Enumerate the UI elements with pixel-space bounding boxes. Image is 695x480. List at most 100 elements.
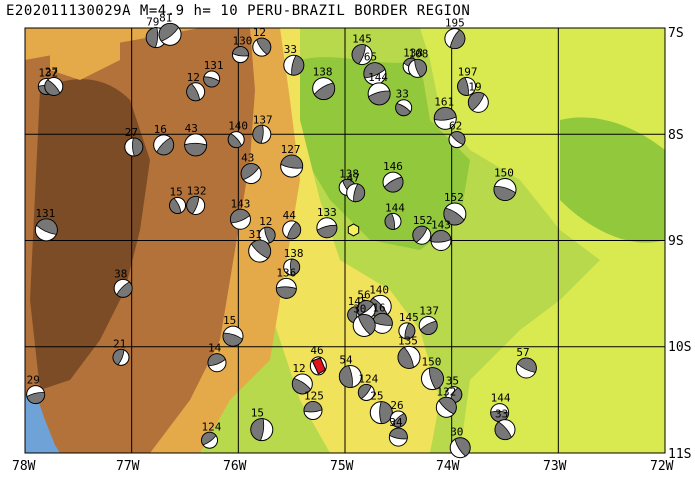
focal-mechanism <box>444 28 466 50</box>
event-label: 132 <box>38 66 58 79</box>
beachball-compression-quadrant <box>363 62 386 79</box>
event-label: 152 <box>444 191 464 204</box>
beachball-compression-quadrant <box>494 421 512 440</box>
event-label: 144 <box>385 201 405 214</box>
beachball-compression-quadrant <box>186 83 201 102</box>
focal-mechanism <box>467 91 489 113</box>
event-label: 161 <box>434 95 454 108</box>
focal-mechanism <box>494 419 516 441</box>
focal-mechanism <box>280 154 304 178</box>
x-tick-label: 73W <box>543 459 567 474</box>
event-label: 43 <box>241 152 254 165</box>
event-label: 144 <box>491 392 511 405</box>
event-label: 138 <box>284 247 304 260</box>
event-label: 27 <box>125 126 138 139</box>
focal-mechanism <box>250 418 274 442</box>
focal-mechanism <box>44 76 64 96</box>
focal-mechanism <box>430 230 452 251</box>
focal-mechanism <box>34 218 58 242</box>
focal-mechanism <box>338 365 362 388</box>
focal-mechanism <box>312 77 336 101</box>
beachball-compression-quadrant <box>389 427 408 440</box>
event-label: 15 <box>170 185 183 198</box>
beachball-compression-quadrant <box>112 349 125 366</box>
focal-mechanism <box>158 22 182 46</box>
focal-mechanism <box>457 76 477 96</box>
x-axis-labels: 78W 77W 76W 75W 74W 73W 72W <box>12 459 674 474</box>
event-label: 143 <box>431 219 451 232</box>
beachball-compression-quadrant <box>222 332 243 347</box>
event-label: 34 <box>389 416 403 429</box>
event-label: 138 <box>313 66 333 79</box>
beachball-compression-quadrant <box>250 239 272 259</box>
beachball-compression-quadrant <box>256 37 272 55</box>
event-label: 44 <box>283 209 297 222</box>
beachball-compression-quadrant <box>450 131 466 146</box>
volcano-layer <box>347 223 360 237</box>
focal-mechanism <box>433 106 457 130</box>
focal-mechanism <box>384 212 402 230</box>
event-label: 138 <box>339 167 359 180</box>
beachball-compression-quadrant <box>404 322 416 340</box>
focal-mechanism <box>357 383 375 401</box>
x-tick-label: 74W <box>436 459 460 474</box>
beachball-compression-quadrant <box>156 137 175 156</box>
event-label: 47 <box>347 172 360 185</box>
event-label: 12 <box>292 362 305 375</box>
event-label: 133 <box>317 206 337 219</box>
target-event-label: 46 <box>310 344 323 357</box>
event-label: 33 <box>284 43 297 56</box>
focal-mechanism <box>207 353 227 373</box>
event-label: 14 <box>208 342 222 355</box>
beachball-compression-quadrant <box>252 124 264 144</box>
beachball-compression-quadrant <box>449 29 466 49</box>
focal-mechanism <box>169 196 187 214</box>
focal-mechanism <box>515 357 537 379</box>
focal-mechanism <box>435 396 457 418</box>
page-title: E202011130029A M=4.9 h= 10 PERU-BRAZIL B… <box>6 3 471 19</box>
sea-region <box>25 395 60 453</box>
event-label: 125 <box>304 390 324 403</box>
beachball-compression-quadrant <box>493 185 516 201</box>
beachball-compression-quadrant <box>280 154 304 169</box>
focal-mechanism <box>412 225 432 245</box>
event-label: 140 <box>228 120 248 133</box>
event-label: 135 <box>398 334 418 347</box>
focal-mechanism <box>248 239 272 263</box>
event-label: 30 <box>450 426 463 439</box>
beachball-compression-quadrant <box>240 163 260 181</box>
beachball-compression-quadrant <box>207 353 226 367</box>
beachball-compression-quadrant <box>250 418 265 441</box>
event-label: 136 <box>276 266 296 279</box>
beachball-compression-quadrant <box>467 92 485 111</box>
event-label: 27 <box>45 65 58 78</box>
event-label: 57 <box>516 346 529 359</box>
event-label: 16 <box>154 123 167 136</box>
focal-mechanism <box>395 99 413 117</box>
beachball-compression-quadrant <box>203 76 220 88</box>
beachball-compression-quadrant <box>412 225 428 243</box>
event-label: 12 <box>259 215 272 228</box>
beachball-compression-quadrant <box>379 401 393 425</box>
beachball-compression-quadrant <box>428 367 444 390</box>
focal-mechanism <box>493 178 517 201</box>
event-label: 143 <box>230 197 250 210</box>
x-tick-label: 77W <box>116 459 140 474</box>
focal-mechanism <box>351 44 373 66</box>
focal-mechanism <box>203 70 221 88</box>
focal-mechanism <box>222 325 244 347</box>
focal-mechanism <box>275 277 297 299</box>
beachball-compression-quadrant <box>368 90 391 106</box>
event-label: 195 <box>445 17 465 30</box>
beachball-compression-quadrant <box>357 384 372 400</box>
beachball-compression-quadrant <box>227 133 243 148</box>
beachball-compression-quadrant <box>372 313 393 326</box>
focal-mechanism <box>303 401 323 420</box>
event-label: 35 <box>446 375 459 388</box>
focal-mechanism <box>408 58 428 78</box>
beachball-compression-quadrant <box>186 196 200 215</box>
beachball-compression-quadrant <box>316 224 338 239</box>
event-label: 12 <box>253 26 266 39</box>
mountain-dark-region <box>30 79 150 390</box>
y-axis-labels: 7S 8S 9S 10S 11S <box>668 26 691 462</box>
